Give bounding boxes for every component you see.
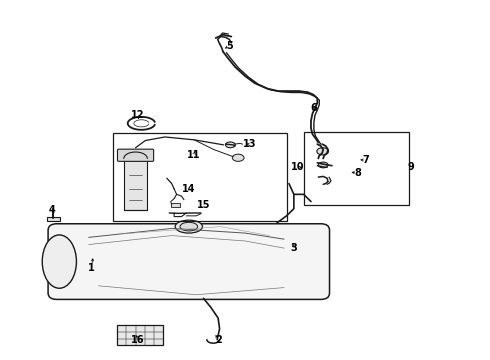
Ellipse shape xyxy=(318,162,328,168)
FancyBboxPatch shape xyxy=(48,224,330,300)
Text: 16: 16 xyxy=(131,334,144,345)
Text: 10: 10 xyxy=(291,162,304,172)
Text: 2: 2 xyxy=(215,334,221,345)
Text: 11: 11 xyxy=(187,150,200,160)
Bar xyxy=(171,203,179,207)
Text: 13: 13 xyxy=(243,139,257,149)
Text: 3: 3 xyxy=(291,243,297,253)
Bar xyxy=(117,325,163,345)
Text: 14: 14 xyxy=(182,184,196,194)
Bar xyxy=(113,134,287,221)
Text: 5: 5 xyxy=(226,41,233,50)
Bar xyxy=(124,158,147,211)
Ellipse shape xyxy=(317,148,329,155)
Text: 15: 15 xyxy=(196,200,210,210)
Ellipse shape xyxy=(175,220,202,233)
Ellipse shape xyxy=(232,154,244,161)
FancyBboxPatch shape xyxy=(118,149,154,161)
Text: 4: 4 xyxy=(49,206,55,216)
Ellipse shape xyxy=(180,222,197,231)
Text: 6: 6 xyxy=(310,103,317,113)
Bar xyxy=(47,217,60,221)
Ellipse shape xyxy=(42,235,76,288)
Bar xyxy=(304,132,409,205)
Text: 12: 12 xyxy=(131,111,144,121)
Text: 9: 9 xyxy=(408,162,415,172)
Text: 8: 8 xyxy=(354,168,361,178)
Ellipse shape xyxy=(225,142,235,148)
Text: 1: 1 xyxy=(88,263,95,273)
Text: 7: 7 xyxy=(363,155,369,165)
